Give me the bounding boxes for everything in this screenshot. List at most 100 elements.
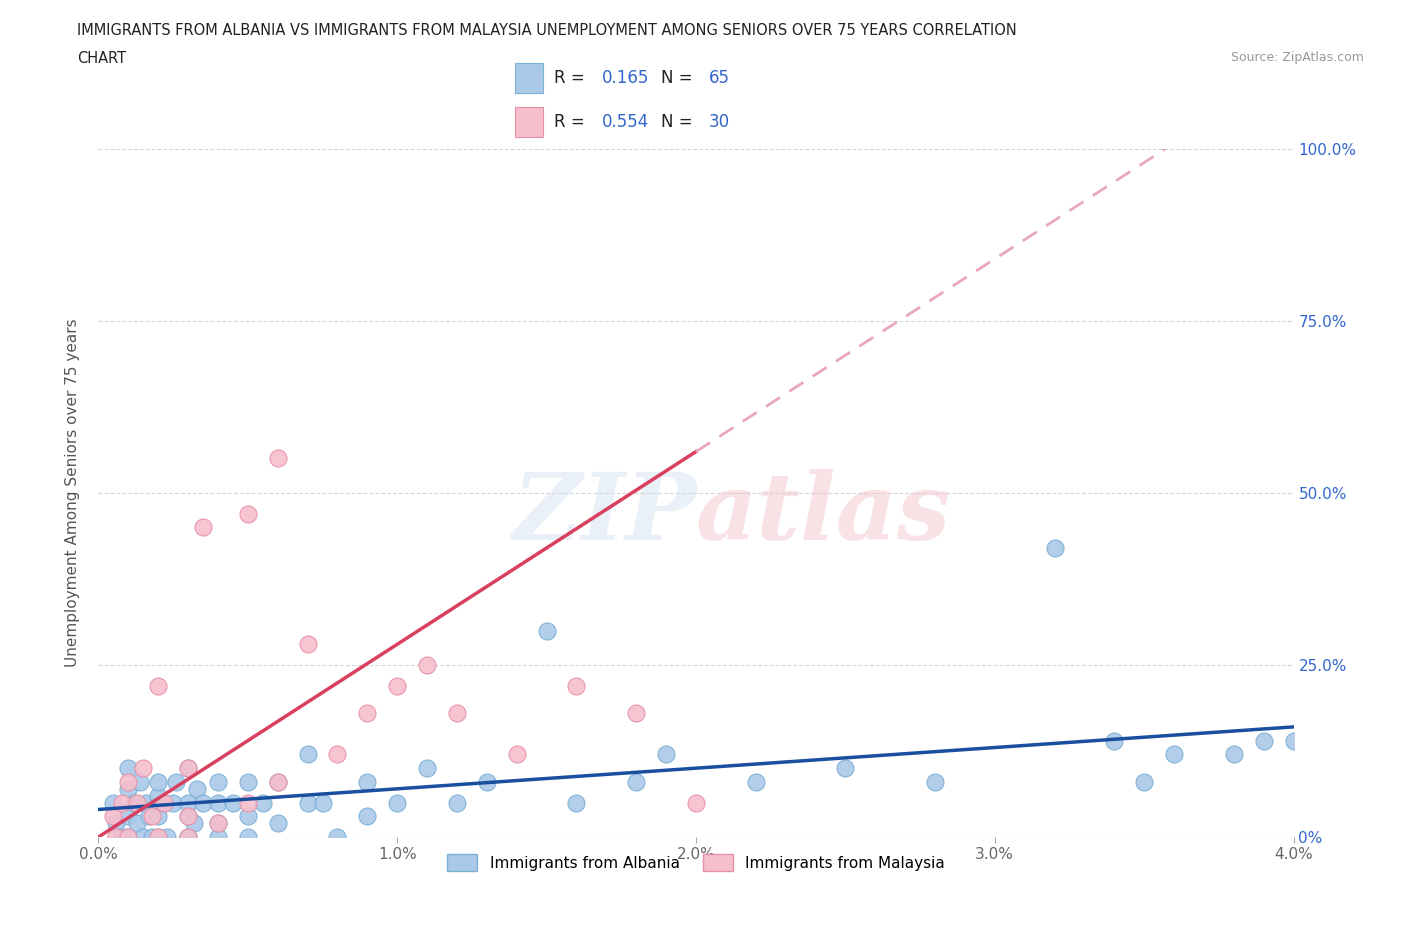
- Point: [191, 520, 214, 535]
- Point: [416, 761, 439, 776]
- Point: [103, 795, 125, 810]
- Point: [105, 816, 128, 830]
- Text: ZIP: ZIP: [512, 469, 696, 559]
- Point: [267, 816, 290, 830]
- Point: [148, 678, 170, 693]
- Text: R =: R =: [554, 69, 591, 86]
- Point: [148, 775, 170, 790]
- Point: [267, 451, 290, 466]
- Point: [207, 816, 229, 830]
- Point: [103, 809, 125, 824]
- Point: [311, 795, 333, 810]
- Point: [111, 830, 134, 844]
- Point: [297, 795, 319, 810]
- Point: [207, 816, 229, 830]
- Text: R =: R =: [554, 113, 591, 131]
- Text: N =: N =: [661, 113, 697, 131]
- Point: [1223, 747, 1246, 762]
- Point: [565, 795, 588, 810]
- Point: [153, 795, 176, 810]
- Point: [655, 747, 678, 762]
- Point: [356, 809, 378, 824]
- Text: atlas: atlas: [696, 469, 952, 559]
- Point: [222, 795, 245, 810]
- Point: [1282, 733, 1305, 748]
- Point: [127, 795, 149, 810]
- Point: [1043, 540, 1066, 555]
- Point: [127, 816, 149, 830]
- Bar: [515, 63, 543, 93]
- Point: [117, 830, 139, 844]
- Point: [111, 795, 134, 810]
- Point: [252, 795, 274, 810]
- Point: [132, 761, 155, 776]
- Point: [236, 775, 259, 790]
- Y-axis label: Unemployment Among Seniors over 75 years: Unemployment Among Seniors over 75 years: [65, 319, 80, 667]
- Point: [183, 816, 205, 830]
- Point: [565, 678, 588, 693]
- Point: [385, 795, 409, 810]
- Text: IMMIGRANTS FROM ALBANIA VS IMMIGRANTS FROM MALAYSIA UNEMPLOYMENT AMONG SENIORS O: IMMIGRANTS FROM ALBANIA VS IMMIGRANTS FR…: [77, 23, 1017, 38]
- Point: [1253, 733, 1275, 748]
- Text: N =: N =: [661, 69, 697, 86]
- Point: [356, 775, 378, 790]
- Point: [186, 781, 208, 796]
- Point: [177, 830, 200, 844]
- Point: [326, 830, 349, 844]
- Point: [191, 795, 214, 810]
- Point: [162, 795, 184, 810]
- Point: [446, 706, 468, 721]
- Point: [177, 830, 200, 844]
- Text: Source: ZipAtlas.com: Source: ZipAtlas.com: [1230, 51, 1364, 64]
- Point: [356, 706, 378, 721]
- Point: [117, 830, 139, 844]
- Point: [117, 781, 139, 796]
- Point: [132, 830, 155, 844]
- Point: [153, 795, 176, 810]
- Point: [536, 623, 558, 638]
- Point: [177, 830, 200, 844]
- Point: [135, 795, 157, 810]
- Point: [745, 775, 768, 790]
- Point: [1163, 747, 1185, 762]
- Legend: Immigrants from Albania, Immigrants from Malaysia: Immigrants from Albania, Immigrants from…: [440, 847, 952, 878]
- Point: [475, 775, 498, 790]
- Point: [177, 809, 200, 824]
- Point: [148, 809, 170, 824]
- Point: [385, 678, 409, 693]
- Point: [924, 775, 946, 790]
- Text: 0.554: 0.554: [602, 113, 650, 131]
- Point: [165, 775, 187, 790]
- Point: [117, 761, 139, 776]
- Point: [626, 706, 648, 721]
- Bar: [515, 107, 543, 137]
- Text: 0.165: 0.165: [602, 69, 650, 86]
- Point: [834, 761, 856, 776]
- Text: 65: 65: [709, 69, 730, 86]
- Point: [267, 775, 290, 790]
- Point: [177, 809, 200, 824]
- Point: [416, 658, 439, 672]
- Point: [117, 775, 139, 790]
- Point: [177, 761, 200, 776]
- Point: [207, 830, 229, 844]
- Point: [236, 506, 259, 521]
- Text: 30: 30: [709, 113, 730, 131]
- Point: [326, 747, 349, 762]
- Point: [177, 795, 200, 810]
- Point: [236, 809, 259, 824]
- Point: [207, 775, 229, 790]
- Text: CHART: CHART: [77, 51, 127, 66]
- Point: [156, 830, 179, 844]
- Point: [141, 830, 163, 844]
- Point: [207, 795, 229, 810]
- Point: [117, 809, 139, 824]
- Point: [1104, 733, 1126, 748]
- Point: [506, 747, 529, 762]
- Point: [267, 775, 290, 790]
- Point: [124, 795, 146, 810]
- Point: [141, 809, 163, 824]
- Point: [236, 795, 259, 810]
- Point: [446, 795, 468, 810]
- Point: [685, 795, 707, 810]
